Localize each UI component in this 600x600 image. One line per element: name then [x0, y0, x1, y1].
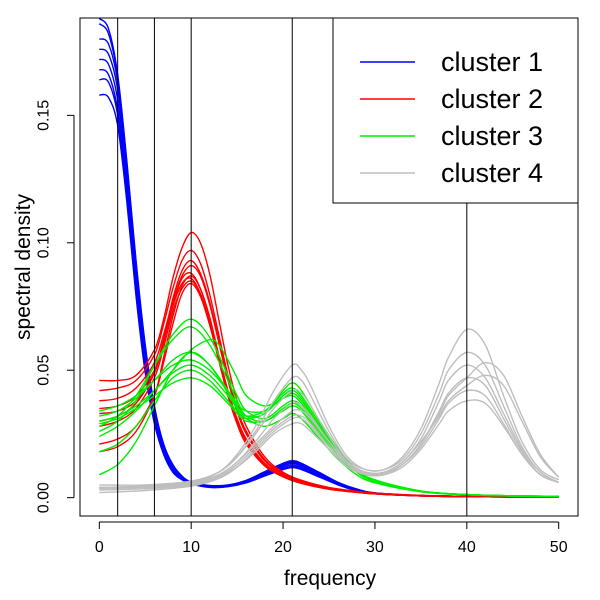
- y-tick-label-0: 0.00: [36, 482, 53, 513]
- legend-label-cluster-2: cluster 2: [441, 84, 543, 114]
- x-tick-label-10: 10: [182, 539, 200, 556]
- x-tick-label-30: 30: [366, 539, 384, 556]
- plot-box: [79, 17, 579, 517]
- cluster-4-curve-7: [99, 374, 560, 489]
- legend-label-cluster-3: cluster 3: [441, 121, 543, 151]
- x-tick-label-50: 50: [550, 539, 568, 556]
- axes-group: 0 10 20 30 40 50 0.00 0.05 0.10 0.15: [36, 100, 568, 556]
- legend-box: [332, 17, 579, 204]
- cluster-4-curve-1: [99, 328, 560, 489]
- cluster-3-curve-1: [98, 326, 559, 498]
- x-tick-label-0: 0: [95, 539, 104, 556]
- legend-label-cluster-4: cluster 4: [441, 158, 543, 188]
- y-tick-label-1: 0.05: [36, 355, 53, 386]
- y-axis-title: spectral density: [12, 194, 35, 340]
- cluster-4-curve-6: [99, 399, 559, 490]
- cluster-4-curve-2: [99, 351, 560, 489]
- series-group: [98, 18, 560, 498]
- cluster-4-curve-8: [99, 361, 560, 494]
- cluster-4-curve-4: [99, 376, 559, 491]
- x-tick-label-40: 40: [458, 539, 476, 556]
- cluster-3-curve-9: [99, 359, 559, 498]
- x-axis-title: frequency: [284, 567, 377, 590]
- legend: cluster 1 cluster 2 cluster 3 cluster 4: [332, 17, 579, 204]
- x-tick-label-20: 20: [274, 539, 292, 556]
- y-tick-label-3: 0.15: [36, 100, 53, 131]
- legend-label-cluster-1: cluster 1: [441, 47, 543, 77]
- y-tick-label-2: 0.10: [36, 227, 53, 258]
